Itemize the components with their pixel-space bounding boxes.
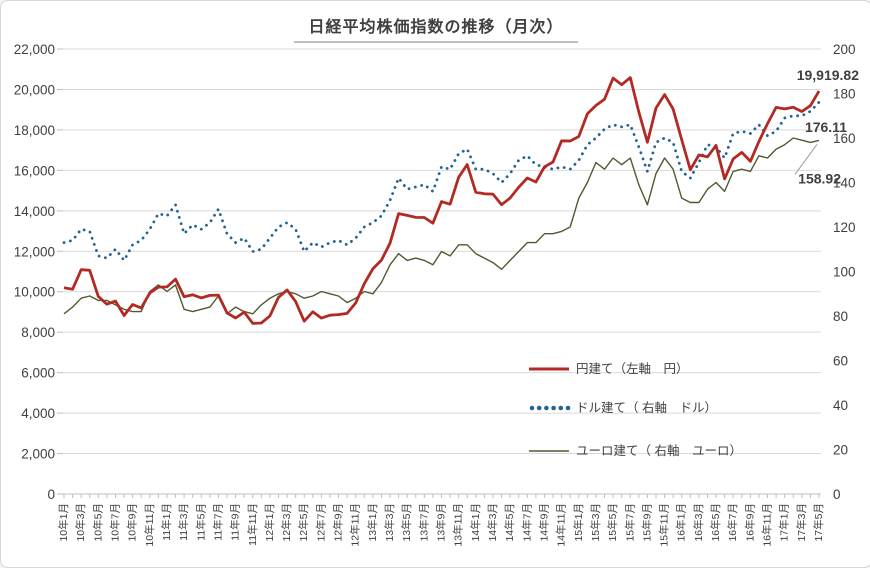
x-axis-label: 12年11月 bbox=[349, 503, 362, 547]
left-axis-label: 18,000 bbox=[14, 123, 55, 138]
series-dollar-dotted-line bbox=[62, 100, 821, 262]
left-axis-label: 0 bbox=[47, 487, 55, 502]
x-axis-label: 14年5月 bbox=[503, 503, 516, 542]
left-axis-label: 22,000 bbox=[14, 42, 55, 57]
x-axis-label: 12年5月 bbox=[297, 503, 310, 542]
euro-label-leader-line bbox=[794, 144, 818, 175]
euro-end-value-label: 158.92 bbox=[798, 170, 841, 186]
x-axis-label: 13年1月 bbox=[366, 503, 379, 542]
x-axis-label: 14年9月 bbox=[537, 503, 550, 542]
legend-dollar-label: ドル建て（ 右軸 ドル） bbox=[576, 400, 717, 415]
legend-dollar-dot-sample bbox=[551, 405, 556, 411]
x-axis-label: 10年3月 bbox=[74, 503, 87, 542]
legend-dollar-dot-sample bbox=[558, 405, 564, 411]
x-axis-label: 11年9月 bbox=[229, 503, 242, 541]
right-axis-label: 60 bbox=[833, 354, 848, 369]
left-axis-label: 2,000 bbox=[21, 447, 55, 462]
right-axis-label: 40 bbox=[833, 398, 848, 413]
x-axis-label: 12年1月 bbox=[263, 503, 276, 542]
x-axis-label: 13年9月 bbox=[435, 503, 448, 542]
right-axis-label: 80 bbox=[833, 309, 848, 324]
right-axis-label: 20 bbox=[833, 443, 848, 458]
x-axis-label: 11年7月 bbox=[211, 503, 224, 541]
series-yen-line bbox=[63, 76, 821, 325]
legend-dollar-dot-sample bbox=[529, 405, 535, 411]
x-axis-label: 14年1月 bbox=[469, 503, 482, 542]
left-axis-label: 20,000 bbox=[14, 82, 55, 97]
x-axis-label: 17年1月 bbox=[778, 503, 791, 542]
x-axis-label: 10年5月 bbox=[91, 503, 104, 542]
right-axis-label: 0 bbox=[833, 487, 841, 502]
series-euro-line bbox=[63, 137, 820, 315]
x-axis-label: 10年7月 bbox=[108, 503, 121, 542]
right-axis-label: 200 bbox=[833, 42, 856, 57]
yen-end-value-label: 19,919.82 bbox=[797, 67, 859, 83]
legend-dollar-dot-sample bbox=[565, 405, 571, 411]
x-axis-label: 12年9月 bbox=[332, 503, 345, 542]
x-axis-label: 17年5月 bbox=[812, 503, 825, 542]
right-axis-label: 120 bbox=[833, 220, 856, 235]
x-axis-label: 15年5月 bbox=[606, 503, 619, 542]
x-axis-label: 14年7月 bbox=[520, 503, 533, 542]
x-axis-label: 13年11月 bbox=[452, 503, 465, 547]
x-axis-label: 12年7月 bbox=[314, 503, 327, 542]
x-axis-label: 11年1月 bbox=[160, 503, 173, 541]
x-axis-label: 10年11月 bbox=[143, 503, 156, 547]
chart-title-text: 日経平均株価指数の推移（月次） bbox=[294, 13, 578, 43]
left-axis-label: 4,000 bbox=[21, 406, 55, 421]
x-axis-label: 14年3月 bbox=[486, 503, 499, 542]
legend-yen-label: 円建て（左軸 円） bbox=[576, 361, 689, 376]
x-axis-label: 13年3月 bbox=[383, 503, 396, 542]
x-axis-label: 10年1月 bbox=[57, 503, 70, 542]
left-axis-label: 12,000 bbox=[14, 244, 55, 259]
left-axis-label: 14,000 bbox=[14, 204, 55, 219]
x-axis-label: 11年3月 bbox=[177, 503, 190, 541]
x-axis-label: 12年3月 bbox=[280, 503, 293, 542]
x-axis-label: 13年5月 bbox=[400, 503, 413, 542]
right-axis-label: 140 bbox=[833, 176, 856, 191]
x-axis-label: 14年11月 bbox=[555, 503, 568, 547]
left-axis-label: 8,000 bbox=[21, 325, 55, 340]
x-axis-label: 15年11月 bbox=[658, 503, 671, 547]
x-axis-label: 15年1月 bbox=[572, 503, 585, 542]
x-axis-label: 16年1月 bbox=[675, 503, 688, 542]
legend-dollar-dot-sample bbox=[536, 405, 542, 411]
x-axis-label: 16年11月 bbox=[761, 503, 774, 547]
x-axis-label: 13年7月 bbox=[417, 503, 430, 542]
legend-dollar-dot-sample bbox=[544, 405, 549, 411]
x-axis-label: 16年3月 bbox=[692, 503, 705, 542]
left-axis-label: 16,000 bbox=[14, 163, 55, 178]
x-axis-label: 10年9月 bbox=[126, 503, 139, 542]
right-axis-label: 160 bbox=[833, 131, 856, 146]
legend-euro-label: ユーロ建て（ 右軸 ユーロ） bbox=[576, 443, 742, 458]
right-axis-label: 100 bbox=[833, 265, 856, 280]
x-axis-label: 15年3月 bbox=[589, 503, 602, 542]
x-axis-label: 11年5月 bbox=[194, 503, 207, 541]
x-axis-label: 15年7月 bbox=[623, 503, 636, 542]
x-axis-label: 11年11月 bbox=[246, 503, 259, 546]
chart-title: 日経平均株価指数の推移（月次） bbox=[1, 13, 870, 43]
x-axis-label: 16年7月 bbox=[726, 503, 739, 542]
x-axis-label: 15年9月 bbox=[640, 503, 653, 542]
x-axis-label: 16年5月 bbox=[709, 503, 722, 542]
right-axis-label: 180 bbox=[833, 87, 856, 102]
x-axis-label: 16年9月 bbox=[743, 503, 756, 542]
left-axis-label: 6,000 bbox=[21, 366, 55, 381]
x-axis-label: 17年3月 bbox=[795, 503, 808, 542]
left-axis-label: 10,000 bbox=[14, 285, 55, 300]
dollar-end-value-label: 176.11 bbox=[805, 119, 847, 135]
